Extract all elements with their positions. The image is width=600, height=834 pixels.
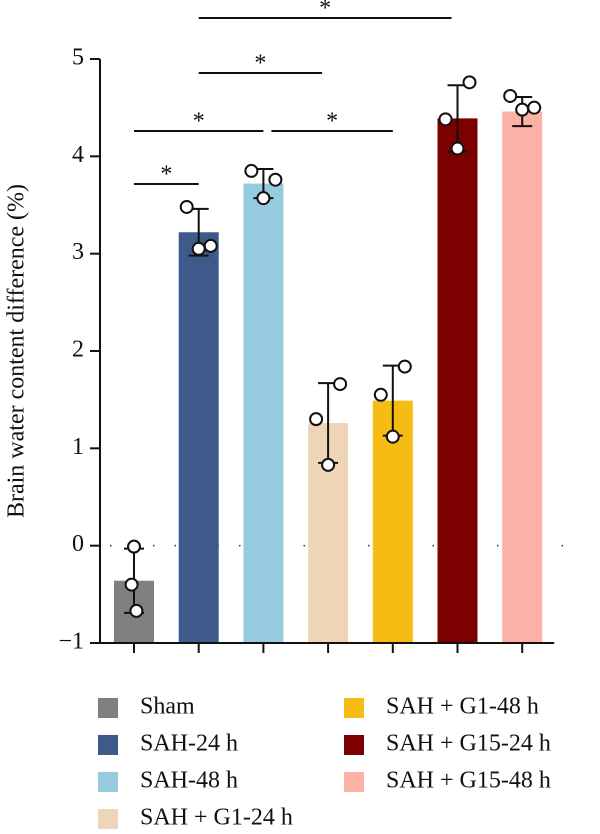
y-tick-label: 2 — [72, 337, 84, 363]
significance-label: * — [160, 162, 172, 188]
bar — [502, 111, 543, 643]
significance-label: * — [319, 0, 331, 22]
data-point — [462, 75, 477, 90]
y-tick-label: 0 — [72, 531, 84, 557]
data-point — [321, 457, 336, 472]
data-point — [438, 112, 453, 127]
data-point — [129, 603, 144, 618]
y-tick-label: −1 — [58, 629, 84, 655]
data-point — [127, 539, 141, 554]
legend-label: Sham — [140, 694, 195, 720]
legend-swatch — [344, 735, 364, 755]
data-point — [244, 163, 259, 178]
legend-swatch — [98, 698, 118, 718]
significance-label: * — [254, 51, 266, 77]
y-axis-label: Brain water content difference (%) — [4, 184, 30, 518]
data-point — [515, 102, 530, 117]
data-point — [124, 577, 139, 592]
legend-label: SAH + G15-24 h — [386, 731, 551, 757]
data-point — [397, 359, 412, 374]
data-point — [503, 88, 518, 103]
significance-label: * — [193, 109, 205, 135]
legend-label: SAH-24 h — [140, 731, 238, 757]
data-point — [191, 241, 206, 256]
significance-label: * — [326, 109, 338, 135]
bar — [437, 118, 478, 643]
y-tick-label: 3 — [72, 239, 84, 265]
y-tick-label: 5 — [72, 45, 84, 71]
data-point — [256, 191, 271, 206]
y-tick-label: 4 — [72, 142, 84, 168]
legend-label: SAH + G15-48 h — [386, 768, 551, 794]
y-tick-label: 1 — [72, 434, 84, 460]
legend-label: SAH + G1-24 h — [140, 805, 293, 831]
legend-label: SAH-48 h — [140, 768, 238, 794]
data-point — [450, 141, 465, 156]
data-point — [309, 412, 324, 427]
legend-swatch — [344, 698, 364, 718]
legend-swatch — [98, 772, 118, 792]
bar — [178, 232, 219, 643]
data-point — [179, 199, 194, 214]
data-point — [373, 387, 388, 402]
data-point — [203, 238, 218, 253]
data-point — [527, 100, 542, 115]
legend-swatch — [98, 735, 118, 755]
bar — [243, 183, 284, 643]
legend-swatch — [344, 772, 364, 792]
legend-swatch — [98, 809, 118, 829]
data-point — [333, 377, 348, 392]
legend-label: SAH + G1-48 h — [386, 694, 539, 720]
data-point — [385, 429, 400, 444]
data-point — [268, 172, 283, 187]
